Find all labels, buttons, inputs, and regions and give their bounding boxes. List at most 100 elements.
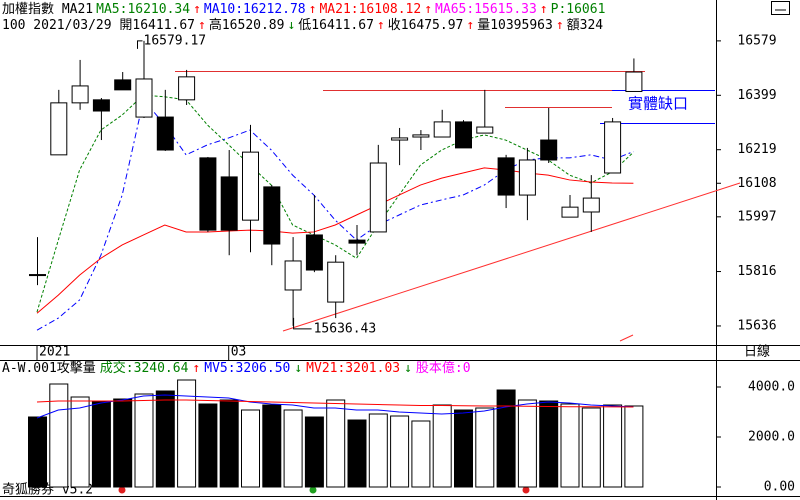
x-tick-label: 03: [231, 345, 247, 360]
trend-line: [282, 182, 741, 332]
header-item: 量10395963: [477, 18, 553, 33]
header-item: 100 2021/03/29 開16411.67: [2, 18, 195, 33]
volume-bar: [113, 398, 133, 488]
header-item: ↑: [540, 2, 548, 17]
volume-bar: [411, 420, 431, 488]
header-item: 成交:3240.64: [100, 360, 189, 376]
candle-body: [242, 151, 259, 221]
volume-bar: [624, 405, 644, 488]
header-item: MV5:3206.50: [204, 361, 290, 376]
y-tick-label: 16108: [737, 176, 776, 191]
footer: 奇狐勝券 v5.2: [2, 482, 93, 498]
signal-dot: [522, 486, 530, 494]
annotation: 實體缺口: [628, 95, 688, 113]
volume-bar: [603, 404, 623, 488]
candle-body: [391, 137, 409, 141]
signal-dot: [309, 486, 317, 494]
volume-bar: [262, 404, 282, 488]
volume-bar: [326, 399, 346, 488]
candle-body: [561, 206, 579, 218]
header-item: ↑: [309, 2, 317, 17]
y-tick-label: 4000.0: [748, 380, 795, 395]
y-tick-label: 16399: [737, 88, 776, 103]
header-item: ↑: [193, 2, 201, 17]
candle-body: [305, 234, 323, 271]
header-item: ↑: [556, 18, 564, 33]
header-item: MA10:16212.78: [204, 2, 306, 17]
candle-body: [582, 197, 600, 213]
volume-bar: [304, 416, 324, 488]
header-item: ↑: [424, 2, 432, 17]
header-item: MA21:16108.12: [319, 2, 421, 17]
header-row: 加權指數 MA21 MA5:16210.34 ↑ MA10:16212.78 ↑ MA21…: [2, 2, 605, 17]
ma-line: [36, 94, 634, 313]
candle-body: [604, 121, 622, 174]
volume-bar: [581, 407, 601, 488]
annotation: 15636.43: [314, 321, 377, 336]
candle-body: [178, 76, 196, 101]
trend-line: [619, 334, 634, 342]
y-tick-label: 15636: [737, 318, 776, 333]
candle-body: [284, 260, 302, 291]
candle-body: [156, 116, 174, 151]
x-tick-label: 2021: [39, 345, 70, 360]
volume-bar: [198, 403, 218, 488]
header-item: ↓: [287, 18, 295, 33]
volume-bar: [134, 393, 154, 488]
header-item: ↑: [466, 18, 474, 33]
volume-bar: [177, 379, 197, 488]
candle-body: [135, 78, 153, 118]
header-item: 股本億:0: [416, 360, 471, 376]
volume-bar: [49, 383, 69, 488]
candle-body: [518, 159, 536, 196]
candle-body: [92, 99, 110, 112]
volume-bar: [91, 400, 111, 488]
annotation-pointer: [293, 317, 312, 330]
volume-bar: [539, 400, 559, 488]
header-item: ↓: [404, 361, 412, 376]
volume-bar: [432, 404, 452, 488]
header-item: 高16520.89: [209, 17, 285, 33]
candle-body: [220, 176, 238, 231]
y-tick-label: 0.00: [764, 480, 795, 495]
candle-body: [625, 71, 643, 92]
header-row: 100 2021/03/29 開16411.67 ↑ 高16520.89 ↓ 低1641…: [2, 17, 603, 33]
volume-bar: [496, 389, 516, 488]
candle-body: [497, 157, 515, 196]
volume-bar: [368, 413, 388, 488]
candle-body: [263, 186, 281, 245]
candle-body: [199, 157, 217, 231]
volume-ma-line: [36, 399, 634, 408]
y-tick-label: 16219: [737, 142, 776, 157]
header-item: P:16061: [551, 2, 606, 17]
header-item: MV21:3201.03: [306, 361, 400, 376]
candle-body: [50, 102, 68, 156]
header-item: 收16475.97: [388, 18, 464, 33]
y-tick-label: 15997: [737, 209, 776, 224]
volume-bar: [475, 407, 495, 488]
candle-body: [114, 79, 132, 91]
header-item: ↓: [294, 361, 302, 376]
candle-body: [71, 85, 89, 104]
candle-body: [327, 261, 345, 303]
volume-bar: [347, 419, 367, 488]
header-item: MA5:16210.34: [96, 2, 190, 17]
volume-bar: [241, 409, 260, 488]
candle-body: [412, 134, 430, 138]
header-item: ↑: [377, 18, 385, 33]
volume-bar: [155, 390, 175, 488]
header-item: A-W.001攻擊量: [2, 360, 96, 376]
header-item: ↑: [198, 18, 206, 33]
candle-body: [476, 126, 494, 134]
header-item: 加權指數 MA21: [2, 2, 93, 17]
header-item: MA65:15615.33: [435, 2, 537, 17]
ma-line: [36, 98, 634, 331]
candle-body: [369, 162, 387, 233]
volume-bar: [454, 409, 473, 488]
window-icon[interactable]: [771, 1, 790, 15]
volume-bar: [70, 396, 90, 488]
volume-ma-line: [36, 394, 634, 419]
candle-body: [348, 239, 366, 244]
volume-bar: [560, 403, 580, 488]
